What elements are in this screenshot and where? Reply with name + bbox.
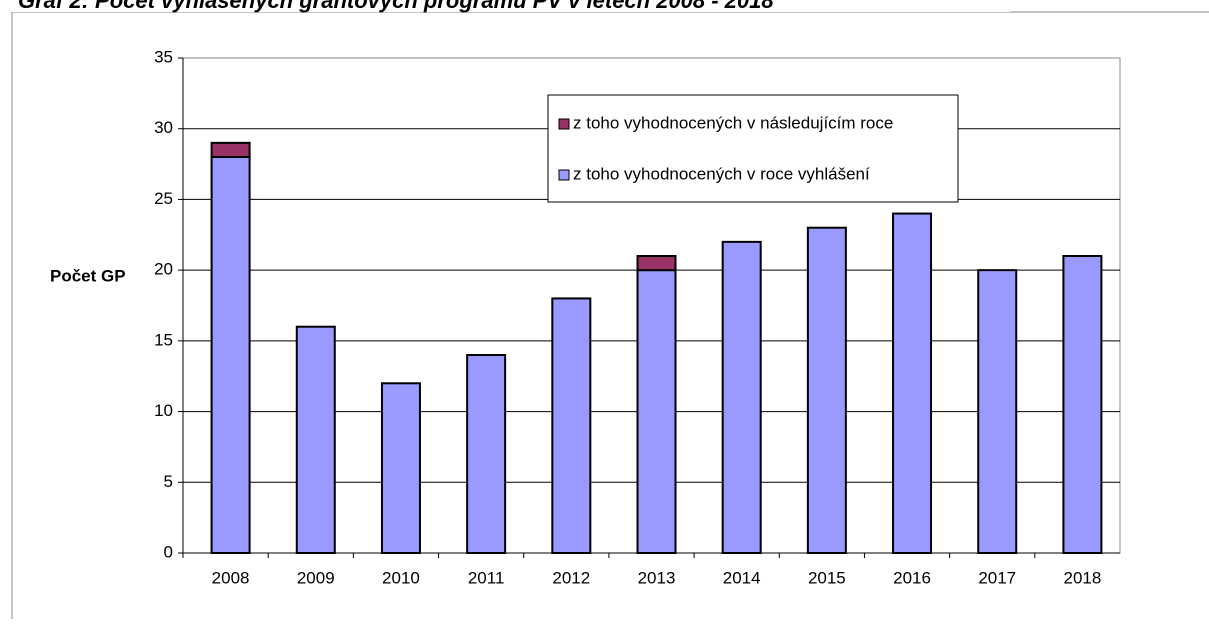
- x-tick-label: 2017: [978, 568, 1016, 587]
- bar-segment: [636, 255, 677, 272]
- x-tick-label: 2012: [552, 568, 590, 587]
- y-tick-label: 15: [154, 330, 173, 349]
- x-tick-label: 2015: [808, 568, 846, 587]
- legend-swatch: [558, 118, 570, 130]
- x-tick-label: 2016: [893, 568, 931, 587]
- x-tick-label: 2009: [297, 568, 335, 587]
- x-tick-label: 2008: [212, 568, 250, 587]
- y-tick-label: 20: [154, 260, 173, 279]
- chart-title: Graf 2: Počet vyhlášených grantových pro…: [18, 0, 774, 13]
- bar-segment: [806, 226, 847, 554]
- bar-segment: [977, 269, 1018, 554]
- y-tick-label: 5: [164, 472, 173, 491]
- bar-segment: [210, 141, 251, 159]
- x-tick-label: 2014: [723, 568, 761, 587]
- bar-segment: [1062, 255, 1103, 554]
- y-tick-label: 35: [154, 47, 173, 66]
- bar-segment: [210, 156, 251, 554]
- y-tick-label: 0: [164, 542, 173, 561]
- bar-segment: [892, 212, 933, 554]
- y-tick-label: 30: [154, 118, 173, 137]
- y-tick-label: 10: [154, 401, 173, 420]
- x-tick-label: 2010: [382, 568, 420, 587]
- legend-label: z toho vyhodnocených v roce vyhlášení: [573, 164, 870, 183]
- x-tick-label: 2018: [1063, 568, 1101, 587]
- y-axis-label: Počet GP: [50, 266, 126, 285]
- bar-segment: [466, 354, 507, 554]
- legend: [547, 94, 959, 203]
- bar-segment: [721, 240, 762, 554]
- title-bg: [0, 0, 1010, 12]
- legend-swatch: [558, 169, 570, 181]
- bar-segment: [636, 269, 677, 554]
- x-tick-label: 2011: [468, 568, 505, 587]
- bar-segment: [380, 382, 421, 554]
- y-tick-label: 25: [154, 189, 173, 208]
- bar-segment: [551, 297, 592, 554]
- bar-segment: [295, 325, 336, 555]
- x-tick-label: 2013: [638, 568, 676, 587]
- legend-label: z toho vyhodnocených v následujícím roce: [573, 113, 893, 132]
